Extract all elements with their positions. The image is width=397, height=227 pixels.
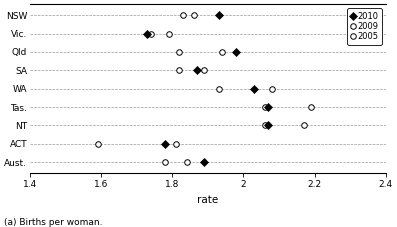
X-axis label: rate: rate: [197, 195, 218, 205]
Legend: 2010, 2009, 2005: 2010, 2009, 2005: [347, 8, 382, 44]
Text: (a) Births per woman.: (a) Births per woman.: [4, 218, 102, 227]
